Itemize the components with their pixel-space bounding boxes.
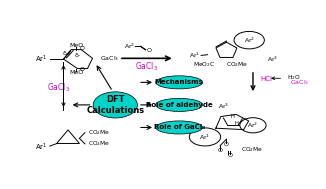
Text: O: O xyxy=(227,153,232,158)
Text: H: H xyxy=(234,121,238,126)
Text: HCl: HCl xyxy=(260,76,273,82)
Text: Ar$^3$: Ar$^3$ xyxy=(218,101,229,111)
Ellipse shape xyxy=(156,98,202,112)
Text: Ar$^2$: Ar$^2$ xyxy=(247,121,259,130)
Text: Ar$^1$: Ar$^1$ xyxy=(189,51,200,60)
Ellipse shape xyxy=(156,121,202,134)
Text: Mechanisms: Mechanisms xyxy=(155,79,203,85)
Text: CO$_2$Me: CO$_2$Me xyxy=(226,60,247,69)
Text: CO$_2$Me: CO$_2$Me xyxy=(88,139,110,148)
Text: O: O xyxy=(218,148,223,153)
Text: Role of GaCl₃: Role of GaCl₃ xyxy=(154,125,205,130)
Text: δ+: δ+ xyxy=(63,51,72,56)
Text: MeO: MeO xyxy=(69,70,83,75)
Text: Ar$^3$: Ar$^3$ xyxy=(267,55,278,64)
Text: O: O xyxy=(80,46,85,51)
Text: Ar$^2$: Ar$^2$ xyxy=(244,36,255,45)
Text: MeO$_2$C: MeO$_2$C xyxy=(193,60,215,69)
Ellipse shape xyxy=(156,76,202,89)
Text: H$_2$O: H$_2$O xyxy=(287,73,301,82)
Text: CO$_2$Me: CO$_2$Me xyxy=(241,145,263,154)
Text: δ-: δ- xyxy=(74,53,81,58)
Text: Ar$^1$: Ar$^1$ xyxy=(35,54,47,65)
Text: GaCl$_3$: GaCl$_3$ xyxy=(47,81,70,94)
Text: MeO: MeO xyxy=(69,43,83,48)
Text: GaCl$_3$: GaCl$_3$ xyxy=(135,61,158,73)
Text: Ar$^1$: Ar$^1$ xyxy=(199,132,211,142)
Text: O: O xyxy=(147,48,152,53)
Text: Ar$^1$: Ar$^1$ xyxy=(36,142,48,153)
Text: GaCl$_3$: GaCl$_3$ xyxy=(289,78,309,87)
Text: Ar$^2$: Ar$^2$ xyxy=(124,41,136,51)
Text: Role of aldehyde: Role of aldehyde xyxy=(146,102,213,108)
Ellipse shape xyxy=(93,92,137,118)
Text: CO$_2$Me: CO$_2$Me xyxy=(88,128,110,137)
Text: O: O xyxy=(224,142,229,147)
Text: GaCl$_3$: GaCl$_3$ xyxy=(100,54,119,63)
Text: DFT
Calculations: DFT Calculations xyxy=(86,95,144,115)
Text: H: H xyxy=(231,114,235,119)
Text: O: O xyxy=(80,67,85,72)
